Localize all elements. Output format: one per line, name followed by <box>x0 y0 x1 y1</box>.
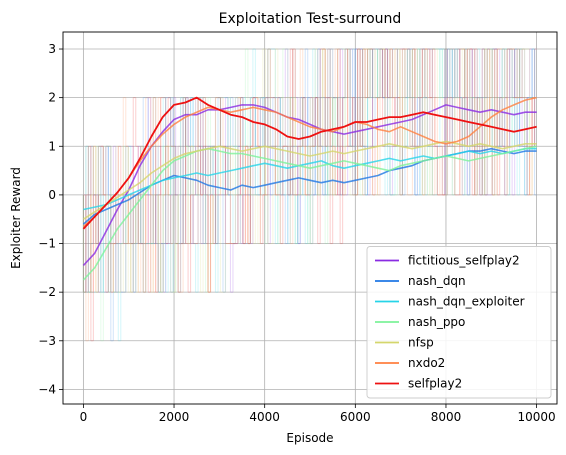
y-tick-label: 3 <box>48 42 56 56</box>
y-tick-label: 2 <box>48 91 56 105</box>
series-line-nfsp <box>82 140 537 220</box>
legend: fictitious_selfplay2 nash_dqn nash_dqn_exp… <box>366 246 552 399</box>
series-line-nash-dqn-exploiter <box>83 147 537 211</box>
legend-item: nxdo2 <box>375 356 445 370</box>
y-tick-label: −3 <box>38 334 56 348</box>
y-axis-ticks: −4 −3 −2 −1 0 1 2 3 <box>38 42 63 396</box>
legend-label: nash_dqn <box>408 274 466 288</box>
y-tick-label: 1 <box>48 139 56 153</box>
y-tick-label: −2 <box>38 285 56 299</box>
x-tick-label: 0 <box>80 410 88 424</box>
legend-label: nash_dqn_exploiter <box>408 295 525 309</box>
legend-item: nash_dqn <box>375 274 466 288</box>
legend-label: selfplay2 <box>408 377 462 391</box>
x-axis-label: Episode <box>286 431 333 445</box>
x-tick-label: 10000 <box>518 410 556 424</box>
y-tick-label: −1 <box>38 237 56 251</box>
series-line-nxdo2 <box>82 96 537 228</box>
legend-item: nash_ppo <box>375 315 465 329</box>
legend-label: nxdo2 <box>408 356 445 370</box>
chart-title: Exploitation Test-surround <box>219 11 402 27</box>
y-tick-label: 0 <box>48 188 56 202</box>
legend-label: nash_ppo <box>408 315 465 329</box>
series-line-nash-ppo <box>82 145 537 281</box>
raw-trace <box>82 48 537 342</box>
plot-area-frame <box>62 31 558 405</box>
legend-box <box>366 246 552 399</box>
legend-label: nfsp <box>408 336 434 350</box>
x-axis-ticks: 0 2000 4000 6000 8000 10000 <box>80 404 556 424</box>
x-tick-label: 8000 <box>431 410 462 424</box>
legend-item: fictitious_selfplay2 <box>375 254 520 268</box>
legend-item: nfsp <box>375 336 434 350</box>
y-tick-label: −4 <box>38 382 56 396</box>
legend-item: nash_dqn_exploiter <box>375 295 525 309</box>
legend-item: selfplay2 <box>375 377 462 391</box>
x-tick-label: 6000 <box>340 410 371 424</box>
series-line-fictitious-selfplay2 <box>82 104 537 266</box>
series-line-selfplay2 <box>82 96 537 230</box>
x-tick-label: 4000 <box>249 410 280 424</box>
legend-label: fictitious_selfplay2 <box>408 254 520 268</box>
y-axis-label: Exploiter Reward <box>9 167 23 269</box>
x-tick-label: 2000 <box>159 410 190 424</box>
raw-trace <box>82 48 537 342</box>
smoothed-series <box>82 96 537 281</box>
raw-trace <box>82 48 537 293</box>
raw-trace <box>82 48 537 342</box>
